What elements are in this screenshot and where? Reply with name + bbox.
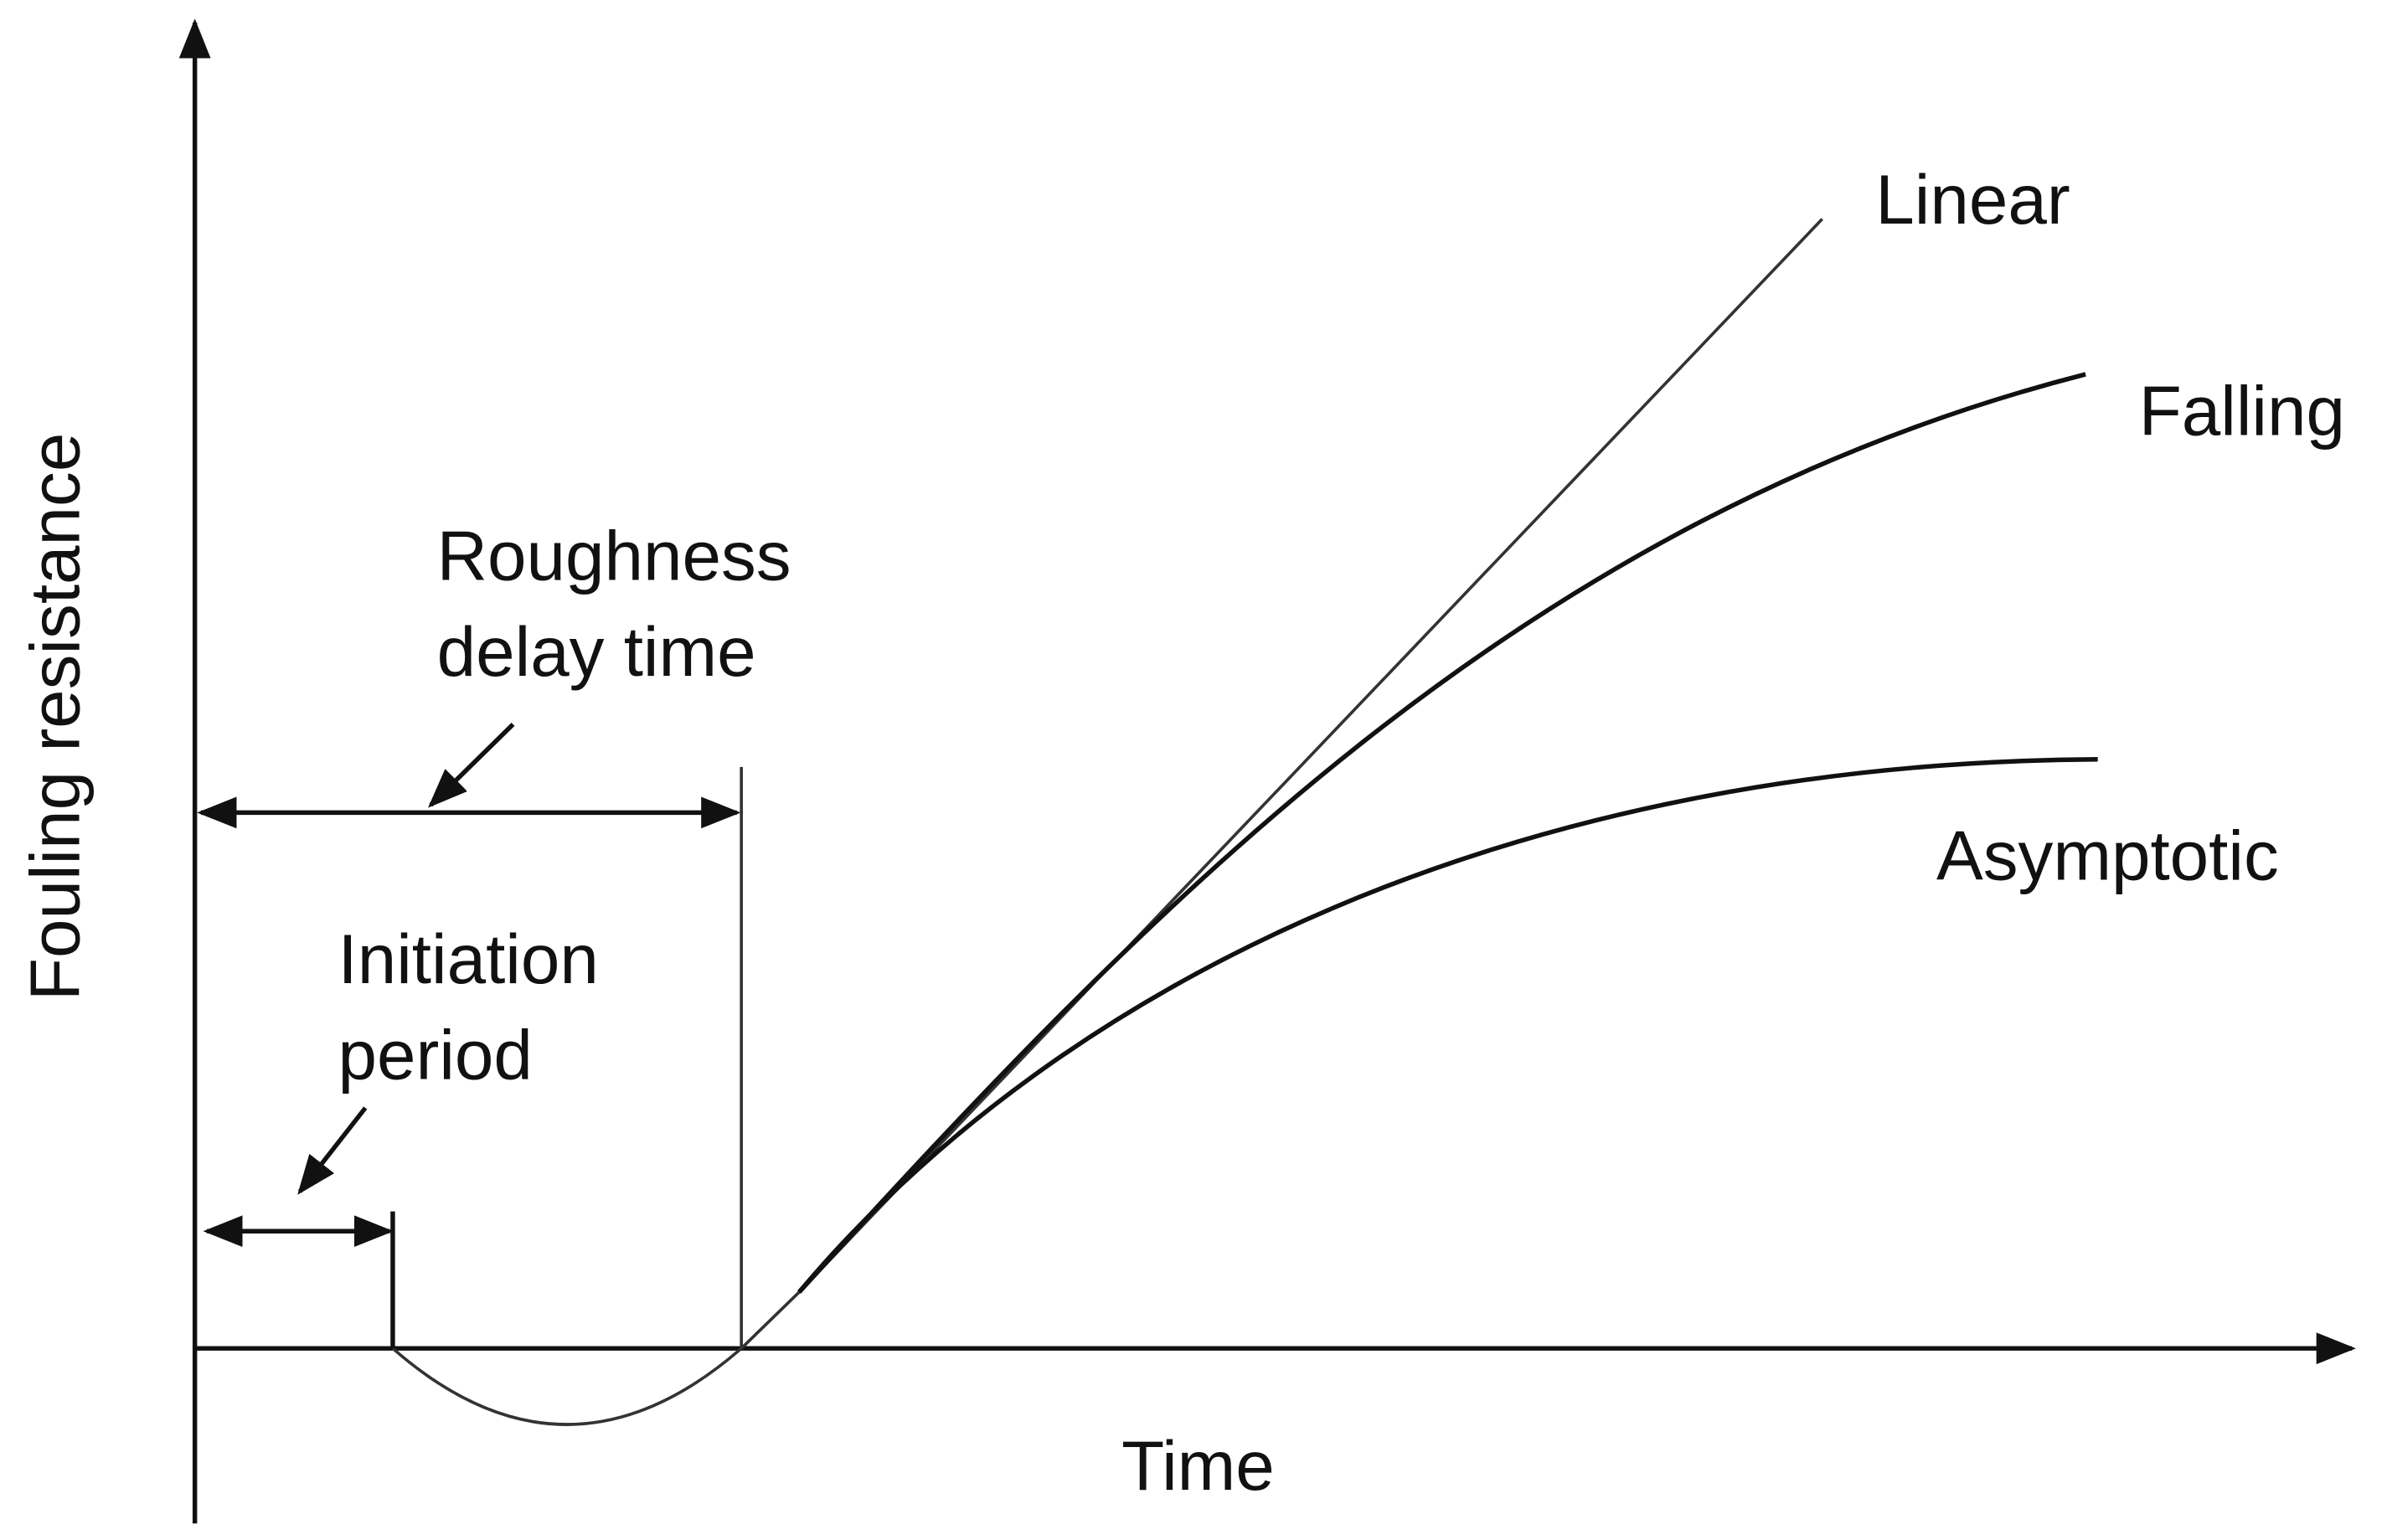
- annotation-line: Initiation: [338, 919, 599, 998]
- falling-curve: [797, 372, 2086, 1294]
- falling-label: Falling: [2139, 372, 2345, 451]
- y-axis-label: Fouling resistance: [16, 433, 95, 1001]
- annotation-line: period: [338, 1015, 533, 1094]
- asymptotic-curve: [797, 757, 2098, 1294]
- initial-dip: [391, 1347, 743, 1426]
- annotation-line: delay time: [437, 612, 756, 691]
- annotation-line: Roughness: [437, 516, 791, 595]
- x-axis-label: Time: [1121, 1426, 1275, 1505]
- initiation-pointer: [297, 1106, 368, 1195]
- linear-label: Linear: [1875, 160, 2070, 239]
- roughness-pointer: [428, 723, 515, 808]
- asymptotic-label: Asymptotic: [1936, 816, 2279, 894]
